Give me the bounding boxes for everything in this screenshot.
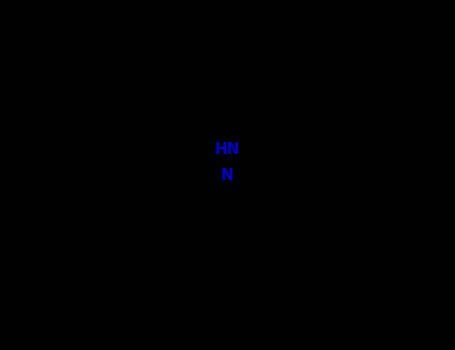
Text: HN: HN (214, 142, 240, 158)
Text: N: N (221, 168, 233, 182)
